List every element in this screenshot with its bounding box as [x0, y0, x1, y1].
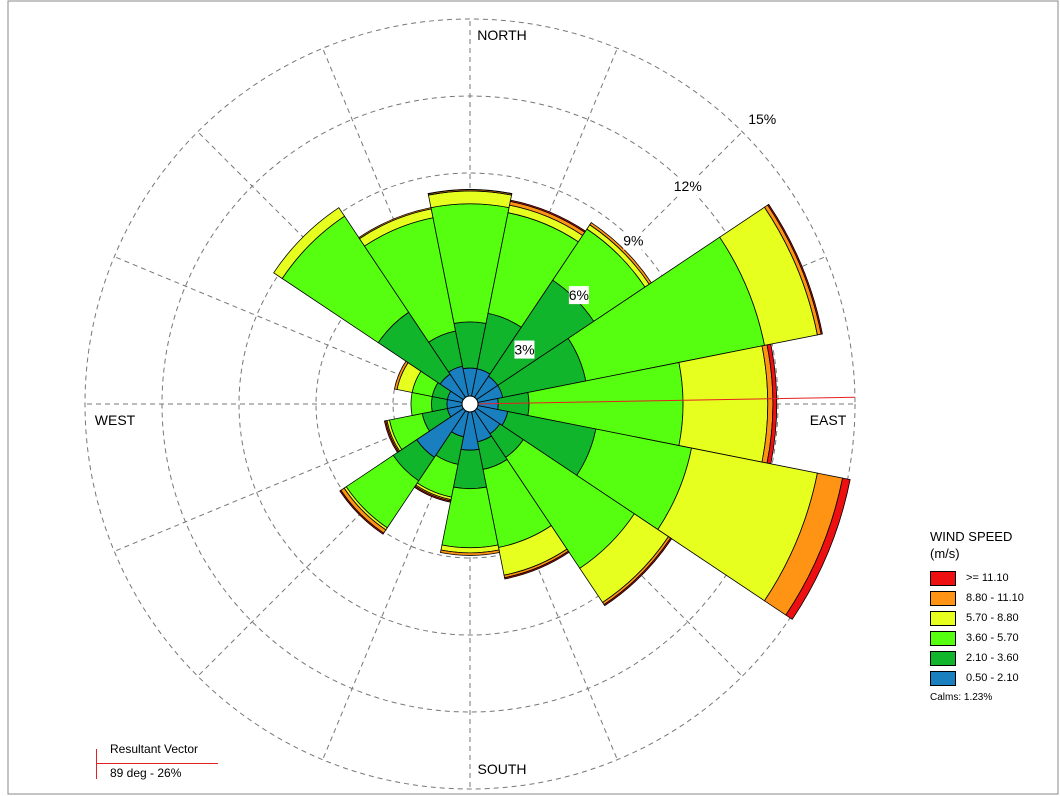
legend-unit: (m/s) — [930, 546, 960, 561]
ring-label-bg — [673, 177, 702, 196]
ring-label: 15% — [748, 111, 776, 127]
legend-swatch — [930, 670, 956, 686]
ring-label: 6% — [569, 287, 589, 303]
petal-nnw-bin-4 — [358, 207, 432, 240]
legend-swatch — [930, 610, 956, 626]
compass-west-label: WEST — [95, 412, 136, 428]
legend-item: >= 11.10 — [930, 568, 1050, 588]
wind-petals — [273, 189, 851, 620]
ring-label-bg — [568, 286, 589, 305]
compass-south-label: SOUTH — [478, 761, 527, 777]
petal-n-bin-5 — [427, 189, 513, 195]
legend-item: 5.70 - 8.80 — [930, 608, 1050, 628]
petal-nw-bin-3 — [273, 207, 346, 280]
petal-sw-bin-5 — [339, 489, 385, 535]
legend-label: 2.10 - 3.60 — [966, 652, 1019, 664]
legend-swatch — [930, 590, 956, 606]
petal-sse-bin-5 — [504, 550, 570, 580]
legend-label: >= 11.10 — [966, 572, 1009, 584]
legend-label: 8.80 - 11.10 — [966, 592, 1024, 604]
resultant-vector-value: 89 deg - 26% — [110, 766, 182, 780]
ring-label: 12% — [674, 178, 702, 194]
legend-swatch — [930, 630, 956, 646]
center-hole — [461, 395, 479, 413]
legend-items: >= 11.10 8.80 - 11.10 5.70 - 8.80 3.60 - 5.… — [930, 568, 1050, 688]
petal-e-bin-3 — [678, 345, 769, 463]
legend-swatch — [930, 570, 956, 586]
petal-ese-bin-5 — [785, 477, 851, 620]
petal-s-bin-4 — [439, 549, 501, 556]
resultant-vector — [469, 396, 855, 405]
resultant-vector-title: Resultant Vector — [110, 742, 199, 756]
resultant-vector-marker-v — [96, 749, 97, 779]
grid-ring — [84, 18, 856, 790]
ring-label: 3% — [514, 342, 534, 358]
legend-item: 8.80 - 11.10 — [930, 588, 1050, 608]
legend-swatch — [930, 650, 956, 666]
legend-item: 3.60 - 5.70 — [930, 628, 1050, 648]
calms-text: Calms: 1.23% — [930, 692, 993, 703]
legend-label: 3.60 - 5.70 — [966, 632, 1019, 644]
ring-label-bg — [514, 340, 535, 359]
petal-ene-bin-5 — [767, 203, 823, 335]
petal-se-bin-5 — [603, 537, 673, 607]
ring-labels: 3% 6% 9% 12% 15% — [514, 111, 776, 359]
wind-speed-legend: WIND SPEED (m/s) >= 11.10 8.80 - 11.10 5.7… — [930, 528, 1050, 703]
legend-label: 5.70 - 8.80 — [966, 612, 1019, 624]
ring-label: 9% — [623, 233, 643, 249]
petal-wsw-bin-5 — [383, 420, 400, 454]
resultant-vector-line — [469, 396, 855, 405]
legend-label: 0.50 - 2.10 — [966, 672, 1019, 684]
compass-east-label: EAST — [810, 412, 847, 428]
ring-label-bg — [623, 231, 644, 250]
legend-title: WIND SPEED — [930, 529, 1013, 544]
compass-north-label: NORTH — [477, 27, 527, 43]
resultant-vector-marker-h — [96, 763, 218, 764]
legend-item: 0.50 - 2.10 — [930, 668, 1050, 688]
legend-item: 2.10 - 3.60 — [930, 648, 1050, 668]
